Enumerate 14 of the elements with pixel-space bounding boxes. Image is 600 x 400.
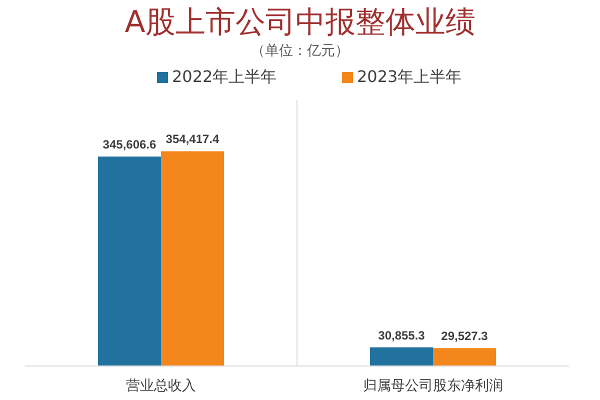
- legend-label: 2022年上半年: [172, 67, 277, 86]
- data-label: 354,417.4: [166, 132, 220, 146]
- legend-label: 2023年上半年: [357, 67, 462, 86]
- bar: [161, 151, 224, 366]
- x-tick-label: 归属母公司股东净利润: [363, 378, 503, 394]
- bar: [98, 156, 161, 366]
- data-label: 30,855.3: [378, 328, 426, 342]
- x-tick-label: 营业总收入: [126, 378, 196, 394]
- chart-subtitle: （单位：亿元）: [251, 43, 349, 59]
- bar: [370, 347, 433, 366]
- chart-title: A股上市公司中报整体业绩: [124, 5, 476, 40]
- data-label: 345,606.6: [102, 138, 157, 152]
- data-label: 29,527.3: [441, 329, 488, 344]
- bar: [433, 348, 496, 366]
